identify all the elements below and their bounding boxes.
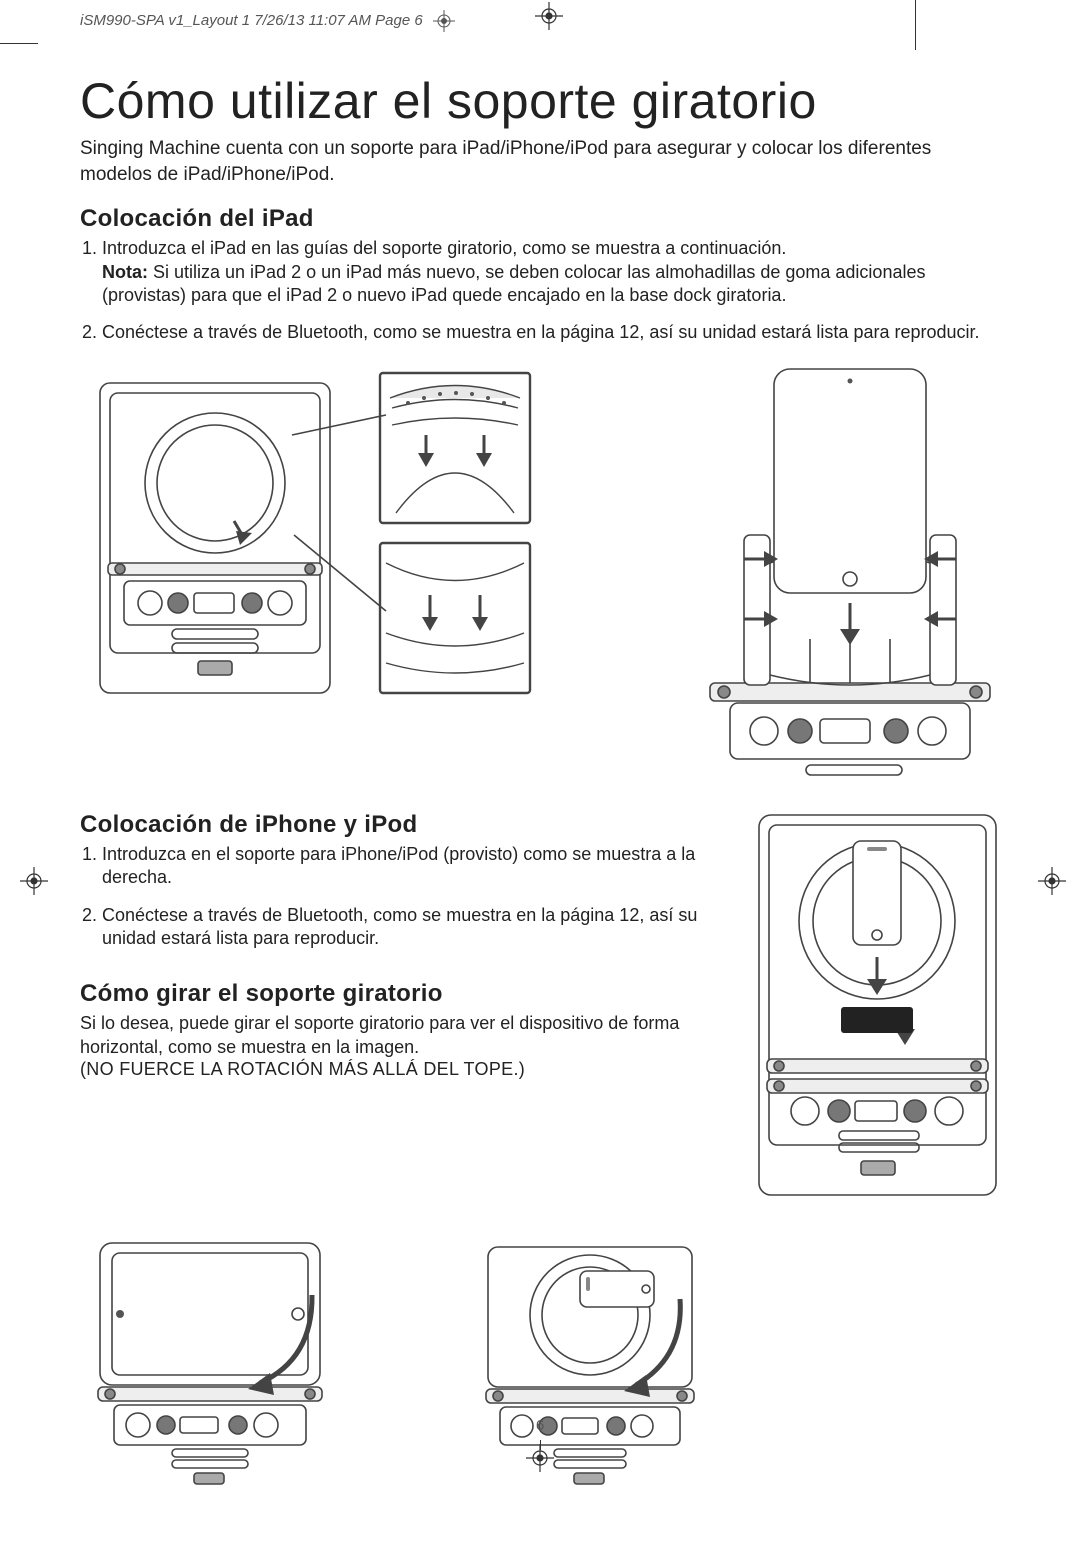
section2-item2: Conéctese a través de Bluetooth, como se… bbox=[102, 904, 715, 951]
diagram-ipad-insert bbox=[700, 363, 1000, 783]
page-title: Cómo utilizar el soporte giratorio bbox=[80, 72, 1000, 130]
diagram-rotate-iphone bbox=[460, 1229, 720, 1489]
crop-mark-left bbox=[0, 43, 38, 44]
section1-heading: Colocación del iPad bbox=[80, 205, 1000, 233]
crop-line-bottom bbox=[540, 1440, 541, 1450]
section1-item1: Introduzca el iPad en las guías del sopo… bbox=[102, 237, 1000, 307]
intro-paragraph: Singing Machine cuenta con un soporte pa… bbox=[80, 136, 1000, 187]
registration-icon bbox=[433, 10, 455, 32]
section3-heading: Cómo girar el soporte giratorio bbox=[80, 980, 715, 1008]
diagram-iphone-insert bbox=[755, 811, 1000, 1201]
section3-caps: (NO FUERCE LA ROTACIÓN MÁS ALLÁ DEL TOPE… bbox=[80, 1059, 715, 1080]
diagram-rotate-ipad bbox=[80, 1229, 340, 1489]
section1-list: Introduzca el iPad en las guías del sopo… bbox=[80, 237, 1000, 345]
registration-mark-top bbox=[535, 2, 563, 30]
page-number: 6 bbox=[0, 1417, 1080, 1434]
diagram-ipad-machine bbox=[80, 363, 540, 783]
section2-list: Introduzca en el soporte para iPhone/iPo… bbox=[80, 843, 715, 951]
registration-mark-left bbox=[20, 867, 48, 895]
print-slug-text: iSM990-SPA v1_Layout 1 7/26/13 11:07 AM … bbox=[80, 12, 423, 29]
section2-item1: Introduzca en el soporte para iPhone/iPo… bbox=[102, 843, 715, 890]
section2-heading: Colocación de iPhone y iPod bbox=[80, 811, 715, 839]
section3-body: Si lo desea, puede girar el soporte gira… bbox=[80, 1012, 715, 1059]
registration-mark-right bbox=[1038, 867, 1066, 895]
crop-mark-right bbox=[915, 0, 916, 50]
section1-item2: Conéctese a través de Bluetooth, como se… bbox=[102, 321, 1000, 344]
